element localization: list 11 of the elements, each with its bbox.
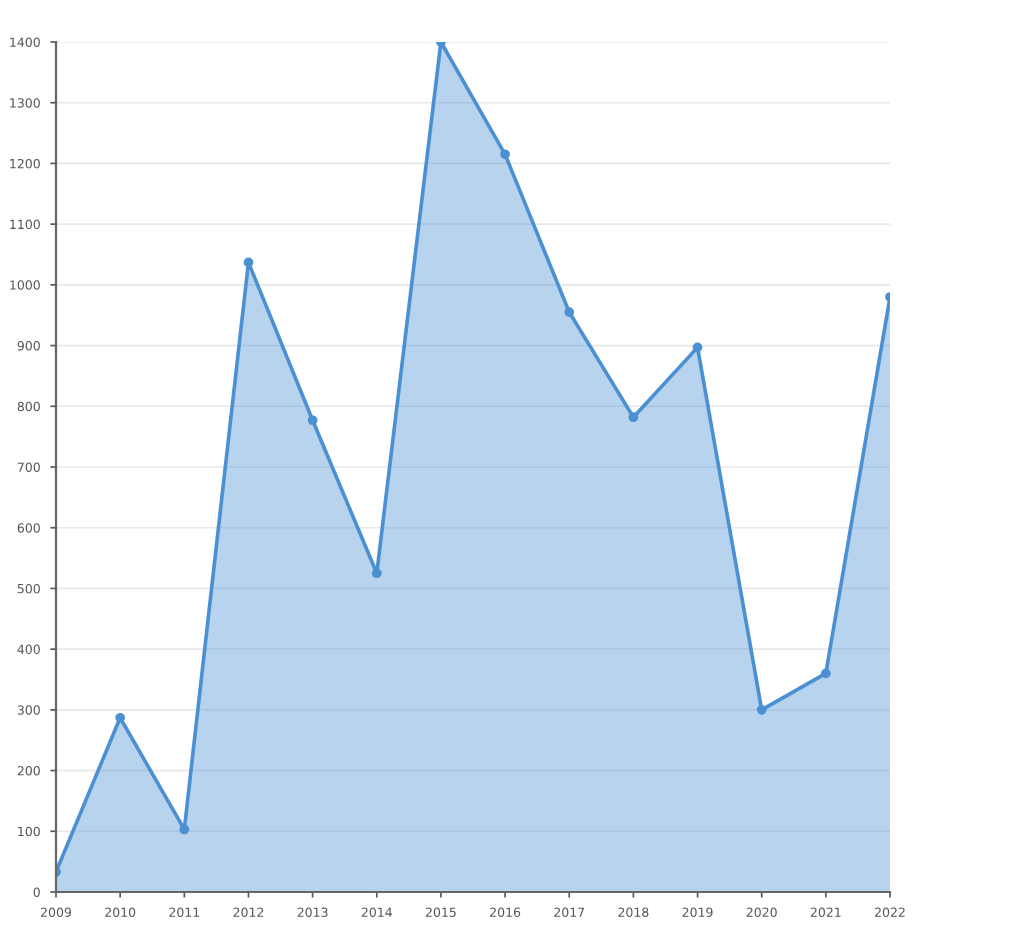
point [692, 342, 703, 353]
point [820, 668, 831, 679]
point [371, 568, 382, 579]
point [179, 824, 190, 835]
point [243, 257, 254, 268]
point [564, 307, 575, 318]
point [500, 149, 510, 160]
point [307, 415, 318, 426]
point [628, 412, 639, 423]
point [756, 705, 767, 715]
point [115, 712, 126, 723]
